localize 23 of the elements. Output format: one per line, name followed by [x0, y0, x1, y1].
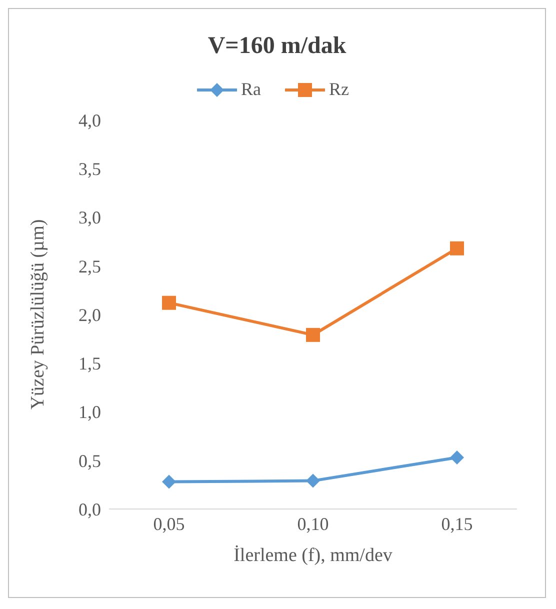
point	[162, 296, 176, 310]
legend-label: Rz	[329, 79, 349, 100]
point	[162, 474, 176, 489]
y-tick-label: 2,5	[78, 256, 101, 276]
point	[306, 474, 320, 488]
chart-title: V=160 m/dak	[206, 33, 348, 61]
y-tick-label: 3,0	[78, 208, 101, 228]
y-tick-label: 1,0	[78, 402, 101, 422]
point	[450, 450, 464, 464]
y-tick-label: 2,0	[78, 304, 101, 325]
y-tick-label: 0,5	[78, 450, 101, 471]
x-axis-title: İlerleme (f), mm/dev	[234, 545, 393, 566]
y-tick-label: 4,0	[78, 110, 101, 130]
point	[306, 328, 320, 342]
x-tick-label: 0,05	[153, 514, 185, 534]
x-tick-label: 0,10	[297, 514, 329, 534]
y-axis-title: Yüzey Pürüzlülüğü (µm)	[28, 219, 49, 410]
y-tick-label: 1,5	[78, 354, 101, 374]
x-tick-label: 0,15	[441, 514, 473, 534]
y-tick-label: 3,5	[78, 159, 101, 180]
legend-label: Ra	[241, 79, 261, 100]
y-tick-label: 0,0	[78, 499, 101, 520]
point	[450, 241, 464, 256]
